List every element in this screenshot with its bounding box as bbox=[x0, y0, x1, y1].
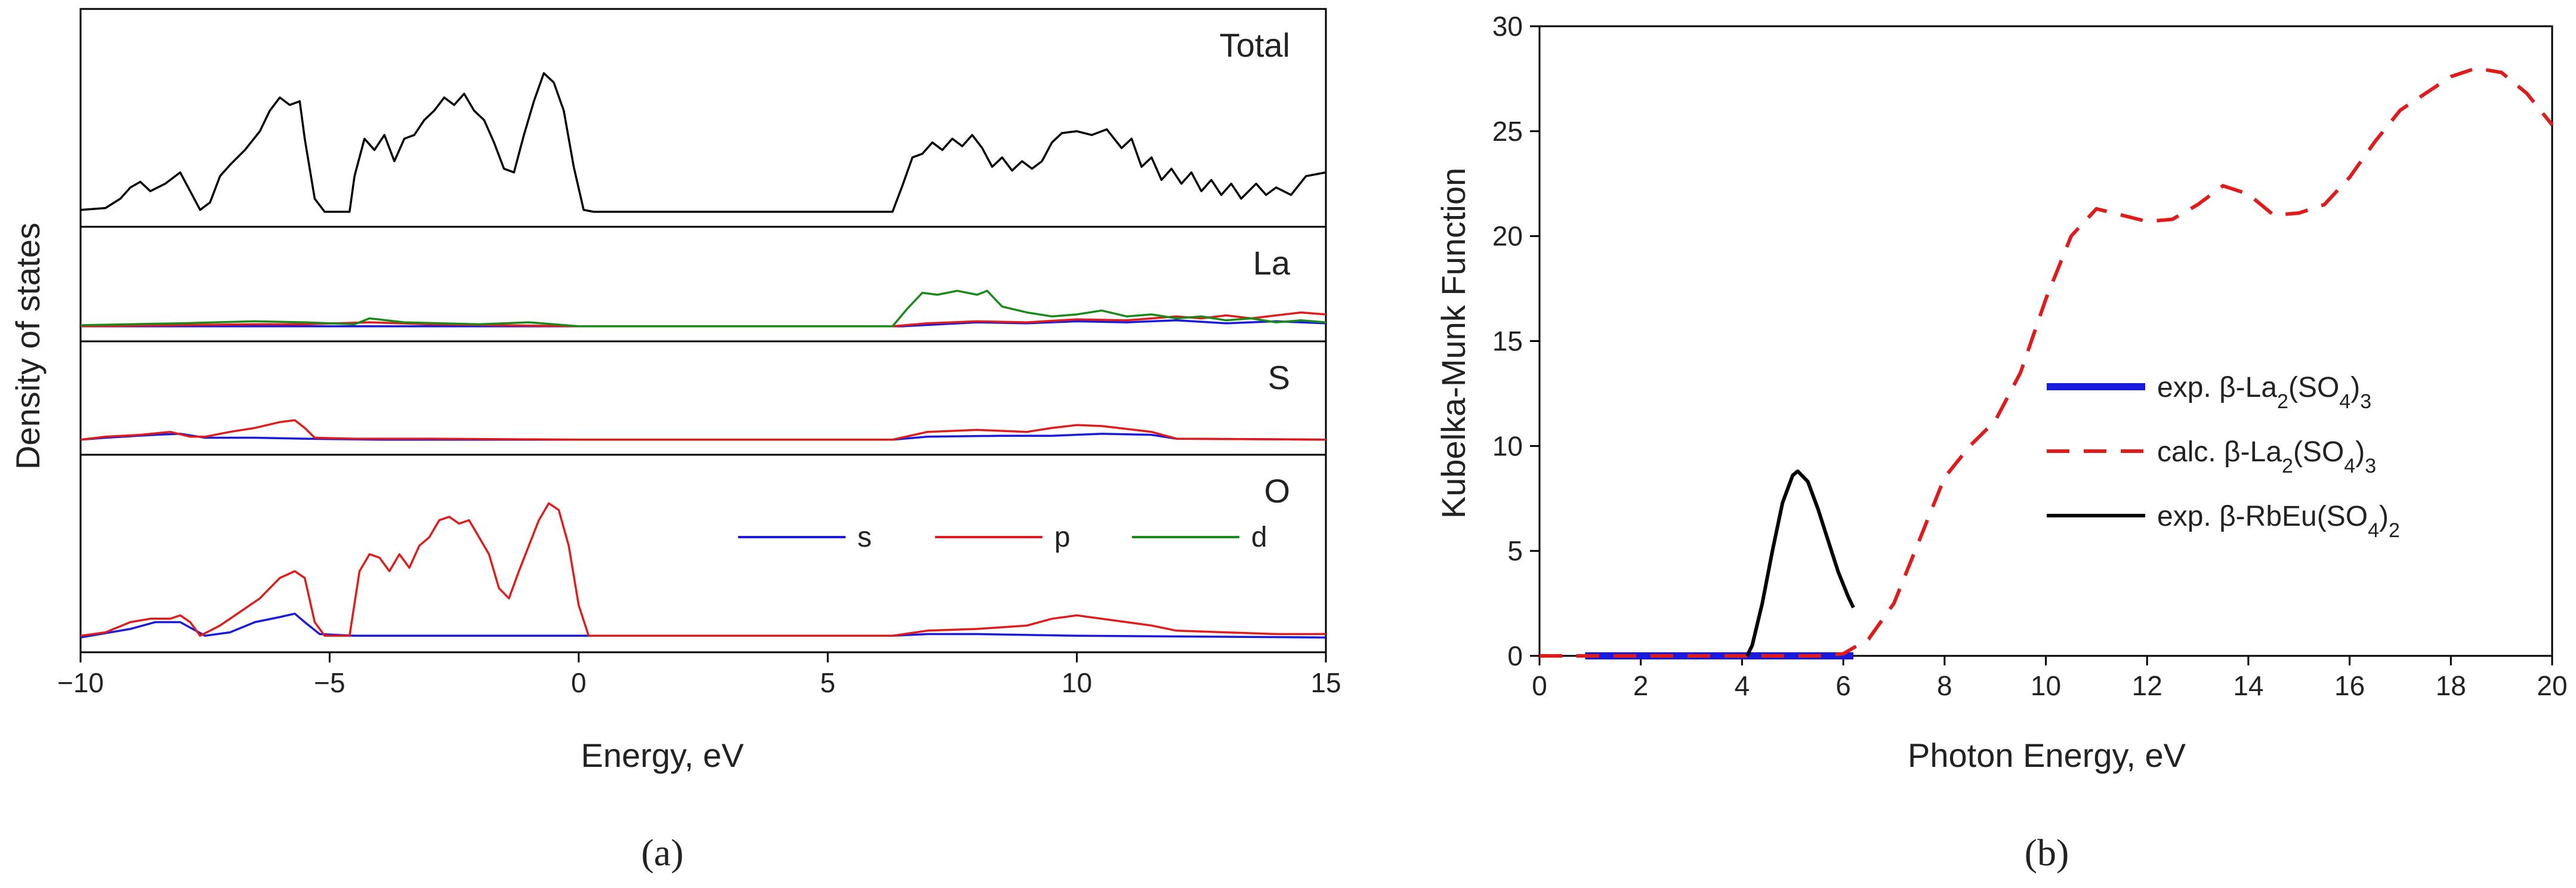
x-tick-label: 0 bbox=[1532, 670, 1547, 701]
dos-panel-frame-o bbox=[79, 454, 1327, 653]
y-axis-label: Density of states bbox=[9, 223, 47, 470]
chart-b-kubelka-munk: 0 2 4 6 8 10 12 14 16 18 20 0 5 10 15 20 25 30 exp. β-La2… bbox=[1434, 11, 2568, 874]
x-tick-label: 5 bbox=[820, 667, 835, 698]
x-axis-label: Energy, eV bbox=[581, 736, 745, 774]
axis-ticks: 0 2 4 6 8 10 12 14 16 18 20 0 5 10 15 20 25 30 bbox=[1492, 11, 2568, 701]
x-axis-label: Photon Energy, eV bbox=[1908, 736, 2186, 774]
x-tick-label: 6 bbox=[1835, 670, 1851, 701]
y-tick-label: 0 bbox=[1507, 640, 1523, 671]
x-tick-label: −5 bbox=[314, 667, 345, 698]
km-series bbox=[1540, 66, 2554, 659]
x-tick-label: −10 bbox=[57, 667, 104, 698]
dos-line-total-total bbox=[80, 72, 1326, 213]
x-tick-label: 8 bbox=[1937, 670, 1952, 701]
km-line-2 bbox=[1540, 66, 2554, 658]
km-line-3 bbox=[1745, 469, 1855, 657]
plot-frame bbox=[1538, 25, 2553, 657]
chart-a-dos: −10 −5 0 5 10 15 Total La S O s p d Energy, eV Den… bbox=[9, 8, 1341, 874]
x-axis-ticks: −10 −5 0 5 10 15 bbox=[57, 652, 1341, 698]
dos-panel-label-o: O bbox=[1264, 472, 1290, 510]
x-tick-label: 14 bbox=[2233, 670, 2263, 701]
legend-label-3: exp. β-RbEu(SO4)2 bbox=[2157, 501, 2400, 542]
dos-line-la-d bbox=[80, 289, 1326, 328]
dos-line-la-s bbox=[81, 319, 1326, 328]
y-tick-label: 15 bbox=[1492, 326, 1523, 357]
y-tick-label: 25 bbox=[1492, 116, 1523, 147]
legend-label-1: exp. β-La2(SO4)3 bbox=[2157, 372, 2371, 413]
caption-a: (a) bbox=[641, 831, 683, 874]
caption-b: (b) bbox=[2025, 831, 2069, 874]
x-tick-label: 16 bbox=[2334, 670, 2365, 701]
x-tick-label: 2 bbox=[1633, 670, 1649, 701]
dos-panel-frames bbox=[79, 8, 1327, 653]
y-axis-label: Kubelka-Munk Function bbox=[1434, 168, 1472, 519]
x-tick-label: 10 bbox=[1062, 667, 1092, 698]
y-tick-label: 10 bbox=[1492, 430, 1523, 461]
dos-line-o-s bbox=[80, 612, 1326, 639]
x-tick-label: 4 bbox=[1735, 670, 1750, 701]
legend-label-2: calc. β-La2(SO4)3 bbox=[2157, 436, 2376, 477]
x-tick-label: 20 bbox=[2537, 670, 2567, 701]
legend-label-d: d bbox=[1251, 522, 1267, 553]
legend-label-s: s bbox=[857, 522, 872, 553]
dos-panel-label-s: S bbox=[1268, 359, 1290, 396]
dos-panel-label-la: La bbox=[1253, 244, 1291, 282]
x-tick-label: 18 bbox=[2436, 670, 2466, 701]
x-tick-label: 10 bbox=[2031, 670, 2061, 701]
x-tick-label: 0 bbox=[571, 667, 587, 698]
legend-label-p: p bbox=[1054, 522, 1070, 553]
dos-line-s-p bbox=[80, 419, 1326, 441]
dos-series bbox=[80, 72, 1326, 639]
x-tick-label: 12 bbox=[2132, 670, 2162, 701]
y-tick-label: 20 bbox=[1492, 221, 1523, 252]
dos-line-o-p bbox=[80, 502, 1326, 637]
x-tick-label: 15 bbox=[1310, 667, 1341, 698]
y-tick-label: 5 bbox=[1507, 535, 1523, 566]
km-legend: exp. β-La2(SO4)3 calc. β-La2(SO4)3 exp. β-… bbox=[2047, 372, 2400, 542]
dos-panel-labels: Total La S O bbox=[1220, 26, 1291, 510]
y-tick-label: 30 bbox=[1492, 11, 1523, 42]
dos-panel-label-total: Total bbox=[1220, 26, 1290, 64]
